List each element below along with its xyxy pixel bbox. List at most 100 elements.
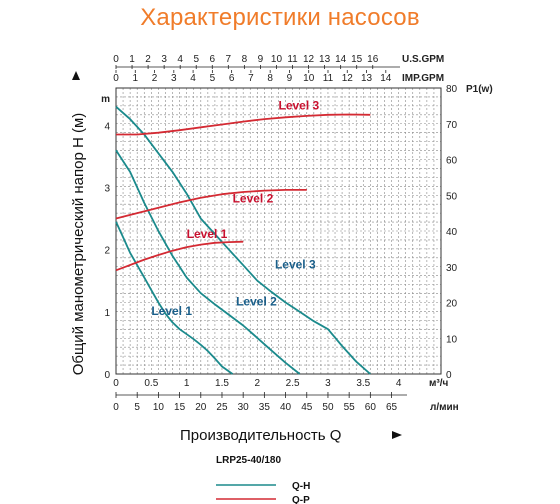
series-label-qh: Level 3: [275, 257, 316, 271]
tick-label-power: 60: [446, 156, 458, 167]
tick-label-m3h: 0: [113, 378, 119, 389]
tick-label-us-gpm: 6: [209, 54, 215, 65]
series-label-qh: Level 1: [151, 304, 192, 318]
tick-label-m3h: 2.5: [286, 378, 300, 389]
unit-label-imp-gpm: IMP.GPM: [402, 73, 444, 84]
series-labels: Level 1 Level 2 Level 3 Level 1 Level 2 Level…: [151, 98, 319, 317]
tick-label-lmin: 50: [322, 402, 334, 413]
series-line-qp-level-1: [115, 240, 244, 272]
tick-label-us-gpm: 13: [319, 54, 331, 65]
tick-label-m3h: 1: [184, 378, 190, 389]
unit-label-lmin: л/мин: [430, 402, 459, 413]
y-axis-title: Общий манометрический напор H (м): [70, 113, 87, 376]
unit-label-us-gpm: U.S.GPM: [402, 54, 444, 65]
tick-label-us-gpm: 2: [145, 54, 151, 65]
tick-label-power: 80: [446, 84, 458, 95]
tick-label-us-gpm: 16: [367, 54, 379, 65]
tick-label-power: 40: [446, 227, 458, 238]
tick-label-us-gpm: 0: [113, 54, 119, 65]
tick-label-imp-gpm: 3: [171, 73, 177, 84]
tick-label-us-gpm: 9: [258, 54, 264, 65]
tick-label-imp-gpm: 4: [190, 73, 196, 84]
tick-label-lmin: 55: [344, 402, 356, 413]
tick-label-head: 4: [104, 121, 110, 132]
tick-label-power: 30: [446, 263, 458, 274]
tick-label-imp-gpm: 6: [229, 73, 235, 84]
legend-label-qh: Q-H: [292, 481, 310, 492]
tick-label-us-gpm: 10: [271, 54, 283, 65]
tick-label-us-gpm: 15: [351, 54, 363, 65]
plot-frame: [115, 87, 442, 375]
tick-label-lmin: 45: [301, 402, 313, 413]
tick-label-us-gpm: 7: [226, 54, 232, 65]
tick-label-lmin: 25: [216, 402, 228, 413]
series-label-qp: Level 2: [233, 191, 274, 205]
tick-label-imp-gpm: 10: [303, 73, 315, 84]
series-lines: [115, 106, 371, 375]
unit-label-m3h: м³/ч: [429, 378, 449, 389]
unit-label-power: P1(w): [466, 84, 493, 95]
x-axis-title: Производительность Q: [180, 427, 341, 444]
page-title: Характеристики насосов: [140, 4, 420, 31]
tick-label-imp-gpm: 14: [380, 73, 392, 84]
series-line-qh-level-2: [115, 149, 301, 375]
tick-label-us-gpm: 11: [287, 54, 298, 65]
grid: [116, 88, 441, 374]
series-label-qh: Level 2: [236, 295, 277, 309]
tick-label-lmin: 65: [386, 402, 398, 413]
tick-label-imp-gpm: 9: [287, 73, 293, 84]
tick-label-imp-gpm: 1: [132, 73, 138, 84]
y-axis-arrow-icon: [72, 71, 80, 80]
tick-label-power: 20: [446, 299, 458, 310]
tick-label-power: 50: [446, 191, 458, 202]
tick-label-imp-gpm: 5: [210, 73, 216, 84]
tick-label-imp-gpm: 12: [342, 73, 354, 84]
series-line-qh-level-3: [115, 106, 371, 375]
tick-label-us-gpm: 14: [335, 54, 347, 65]
tick-label-imp-gpm: 2: [152, 73, 158, 84]
tick-label-us-gpm: 12: [303, 54, 315, 65]
series-line-qh-level-1: [115, 221, 234, 375]
tick-label-lmin: 10: [153, 402, 165, 413]
tick-label-lmin: 60: [365, 402, 377, 413]
tick-label-lmin: 35: [259, 402, 271, 413]
tick-label-m3h: 3.5: [356, 378, 370, 389]
tick-label-power: 0: [446, 370, 452, 381]
tick-label-head: 2: [104, 246, 110, 257]
tick-label-head: 1: [104, 308, 110, 319]
tick-label-m3h: 3: [325, 378, 331, 389]
tick-label-imp-gpm: 11: [323, 73, 334, 84]
tick-label-m3h: 0.5: [144, 378, 158, 389]
tick-label-m3h: 4: [396, 378, 402, 389]
tick-label-imp-gpm: 8: [267, 73, 273, 84]
unit-label-head: m: [101, 94, 110, 105]
tick-label-imp-gpm: 13: [361, 73, 373, 84]
tick-label-lmin: 30: [238, 402, 250, 413]
tick-label-us-gpm: 5: [193, 54, 199, 65]
tick-label-lmin: 5: [134, 402, 140, 413]
model-name: LRP25-40/180: [216, 455, 281, 466]
tick-label-power: 70: [446, 120, 458, 131]
legend-label-qp: Q-P: [292, 495, 310, 504]
tick-label-imp-gpm: 0: [113, 73, 119, 84]
series-line-qp-level-3: [116, 113, 371, 136]
series-label-qp: Level 3: [279, 98, 320, 112]
tick-label-head: 3: [104, 183, 110, 194]
series-label-qp: Level 1: [187, 227, 228, 241]
tick-label-lmin: 40: [280, 402, 292, 413]
series-line-qp-level-2: [115, 189, 307, 220]
tick-label-lmin: 0: [113, 402, 119, 413]
tick-label-us-gpm: 3: [161, 54, 167, 65]
tick-label-lmin: 20: [195, 402, 207, 413]
tick-label-power: 10: [446, 334, 458, 345]
tick-label-lmin: 15: [174, 402, 186, 413]
tick-label-us-gpm: 1: [129, 54, 135, 65]
tick-label-imp-gpm: 7: [248, 73, 254, 84]
tick-label-us-gpm: 4: [177, 54, 183, 65]
tick-label-m3h: 1.5: [215, 378, 229, 389]
x-axis-arrow-icon: [392, 431, 402, 439]
tick-label-us-gpm: 8: [242, 54, 248, 65]
tick-label-m3h: 2: [255, 378, 261, 389]
